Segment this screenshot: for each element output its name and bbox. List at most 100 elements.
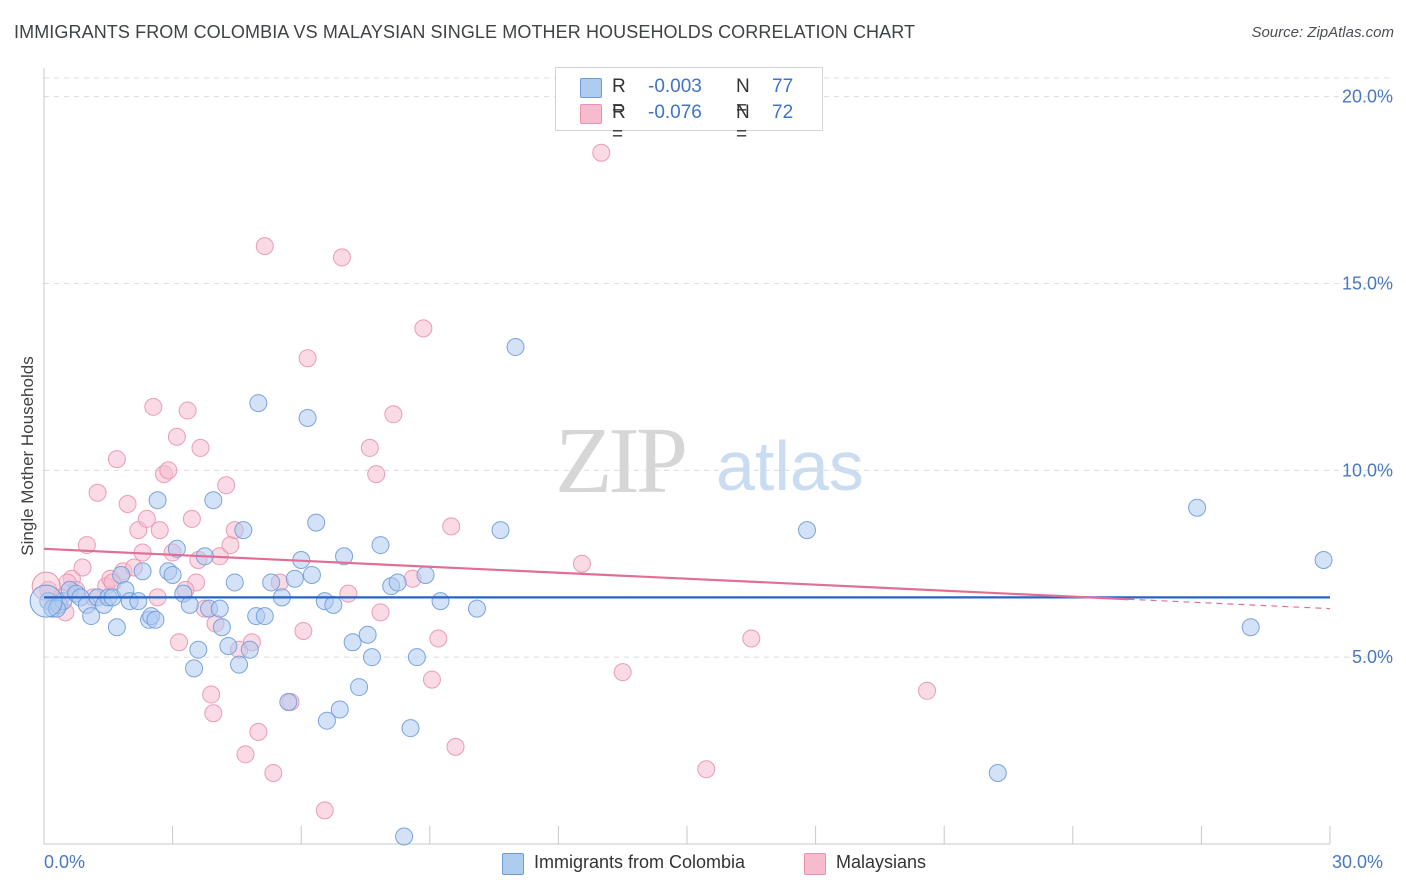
malaysians-point xyxy=(371,603,390,622)
malaysians-point xyxy=(202,685,221,704)
malaysians-point xyxy=(315,801,334,820)
malaysians-point xyxy=(191,438,210,457)
colombia-point xyxy=(129,592,148,611)
colombia-point xyxy=(230,655,249,674)
malaysians-point xyxy=(137,509,156,528)
malaysians-point xyxy=(144,397,163,416)
colombia-point xyxy=(107,618,126,637)
colombia-point xyxy=(358,625,377,644)
malaysians-point xyxy=(429,629,448,648)
colombia-point xyxy=(133,562,152,581)
malaysians-point xyxy=(221,536,240,555)
malaysians-swatch xyxy=(580,104,602,124)
malaysians-point xyxy=(367,465,386,484)
malaysians-point xyxy=(592,143,611,162)
colombia-point xyxy=(798,521,817,540)
colombia-point xyxy=(324,595,343,614)
malaysians-point xyxy=(217,476,236,495)
colombia-point xyxy=(506,338,525,357)
colombia-point xyxy=(431,592,450,611)
legend-label-colombia: Immigrants from Colombia xyxy=(534,852,746,872)
x-tick-min: 0.0% xyxy=(44,852,86,872)
colombia-point xyxy=(395,827,414,846)
chart-title: IMMIGRANTS FROM COLOMBIA VS MALAYSIAN SI… xyxy=(14,22,916,42)
colombia-point xyxy=(204,491,223,510)
colombia-point xyxy=(330,700,349,719)
colombia-point xyxy=(298,409,317,428)
malaysians-point xyxy=(77,536,96,555)
colombia-point xyxy=(240,640,259,659)
malaysians-point xyxy=(360,438,379,457)
colombia-point xyxy=(47,599,66,618)
x-tick-max: 30.0% xyxy=(1332,852,1384,872)
colombia-point xyxy=(467,599,486,618)
y-tick-label: 5.0% xyxy=(1352,647,1393,667)
colombia-point xyxy=(1314,551,1333,570)
colombia-point xyxy=(1241,618,1260,637)
malaysians-point xyxy=(446,737,465,756)
malaysians-point xyxy=(150,521,169,540)
source-label: Source: ZipAtlas.com xyxy=(1251,24,1394,41)
series-colombia xyxy=(29,338,1333,846)
y-tick-labels: 5.0% 10.0% 15.0% 20.0% xyxy=(1342,87,1393,667)
malaysians-point xyxy=(613,663,632,682)
y-tick-label: 10.0% xyxy=(1342,460,1393,480)
malaysians-point xyxy=(742,629,761,648)
malaysians-point xyxy=(170,633,189,652)
malaysians-point xyxy=(264,764,283,783)
colombia-point xyxy=(167,539,186,558)
malaysians-point xyxy=(442,517,461,536)
malaysians-point xyxy=(107,450,126,469)
colombia-point xyxy=(185,659,204,678)
n-value: 77 xyxy=(772,76,794,97)
trend-lines xyxy=(43,547,1331,610)
colombia-point xyxy=(210,599,229,618)
colombia-legend-swatch xyxy=(502,853,524,875)
malaysians-point xyxy=(332,248,351,267)
malaysians-point xyxy=(255,237,274,256)
malaysians-point xyxy=(422,670,441,689)
colombia-point xyxy=(285,569,304,588)
stats-legend: R = -0.003 N = 77 R = -0.076 N = 72 xyxy=(555,67,823,145)
trend-line-malaysians xyxy=(43,547,1129,601)
colombia-point xyxy=(350,678,369,697)
n-label: N = xyxy=(736,102,750,145)
malaysians-point xyxy=(298,349,317,368)
watermark-atlas: atlas xyxy=(716,427,864,505)
malaysians-point xyxy=(414,319,433,338)
malaysians-point xyxy=(204,704,223,723)
malaysians-legend-swatch xyxy=(804,853,826,875)
grid xyxy=(44,77,1394,658)
colombia-swatch xyxy=(580,78,602,98)
malaysians-point xyxy=(697,760,716,779)
malaysians-point xyxy=(159,461,178,480)
malaysians-point xyxy=(73,558,92,577)
malaysians-point xyxy=(572,554,591,573)
y-tick-label: 20.0% xyxy=(1342,87,1393,107)
r-value: -0.076 xyxy=(648,102,702,123)
colombia-point xyxy=(407,648,426,667)
colombia-point xyxy=(112,565,131,584)
colombia-point xyxy=(255,607,274,626)
watermark-zip: ZIP xyxy=(555,409,685,513)
malaysians-point xyxy=(88,483,107,502)
colombia-point xyxy=(82,607,101,626)
r-label: R = xyxy=(612,76,626,119)
y-tick-label: 15.0% xyxy=(1342,274,1393,294)
colombia-point xyxy=(189,640,208,659)
colombia-point xyxy=(307,513,326,532)
colombia-point xyxy=(362,648,381,667)
colombia-point xyxy=(491,521,510,540)
colombia-point xyxy=(302,565,321,584)
axes xyxy=(43,68,1331,845)
colombia-point-cluster xyxy=(29,584,63,618)
colombia-point xyxy=(416,565,435,584)
malaysians-point xyxy=(236,745,255,764)
malaysians-point xyxy=(118,494,137,513)
colombia-point xyxy=(371,536,390,555)
n-value: 72 xyxy=(772,102,794,123)
malaysians-point xyxy=(294,622,313,641)
colombia-point xyxy=(262,573,281,592)
colombia-point xyxy=(148,491,167,510)
colombia-point xyxy=(317,711,336,730)
